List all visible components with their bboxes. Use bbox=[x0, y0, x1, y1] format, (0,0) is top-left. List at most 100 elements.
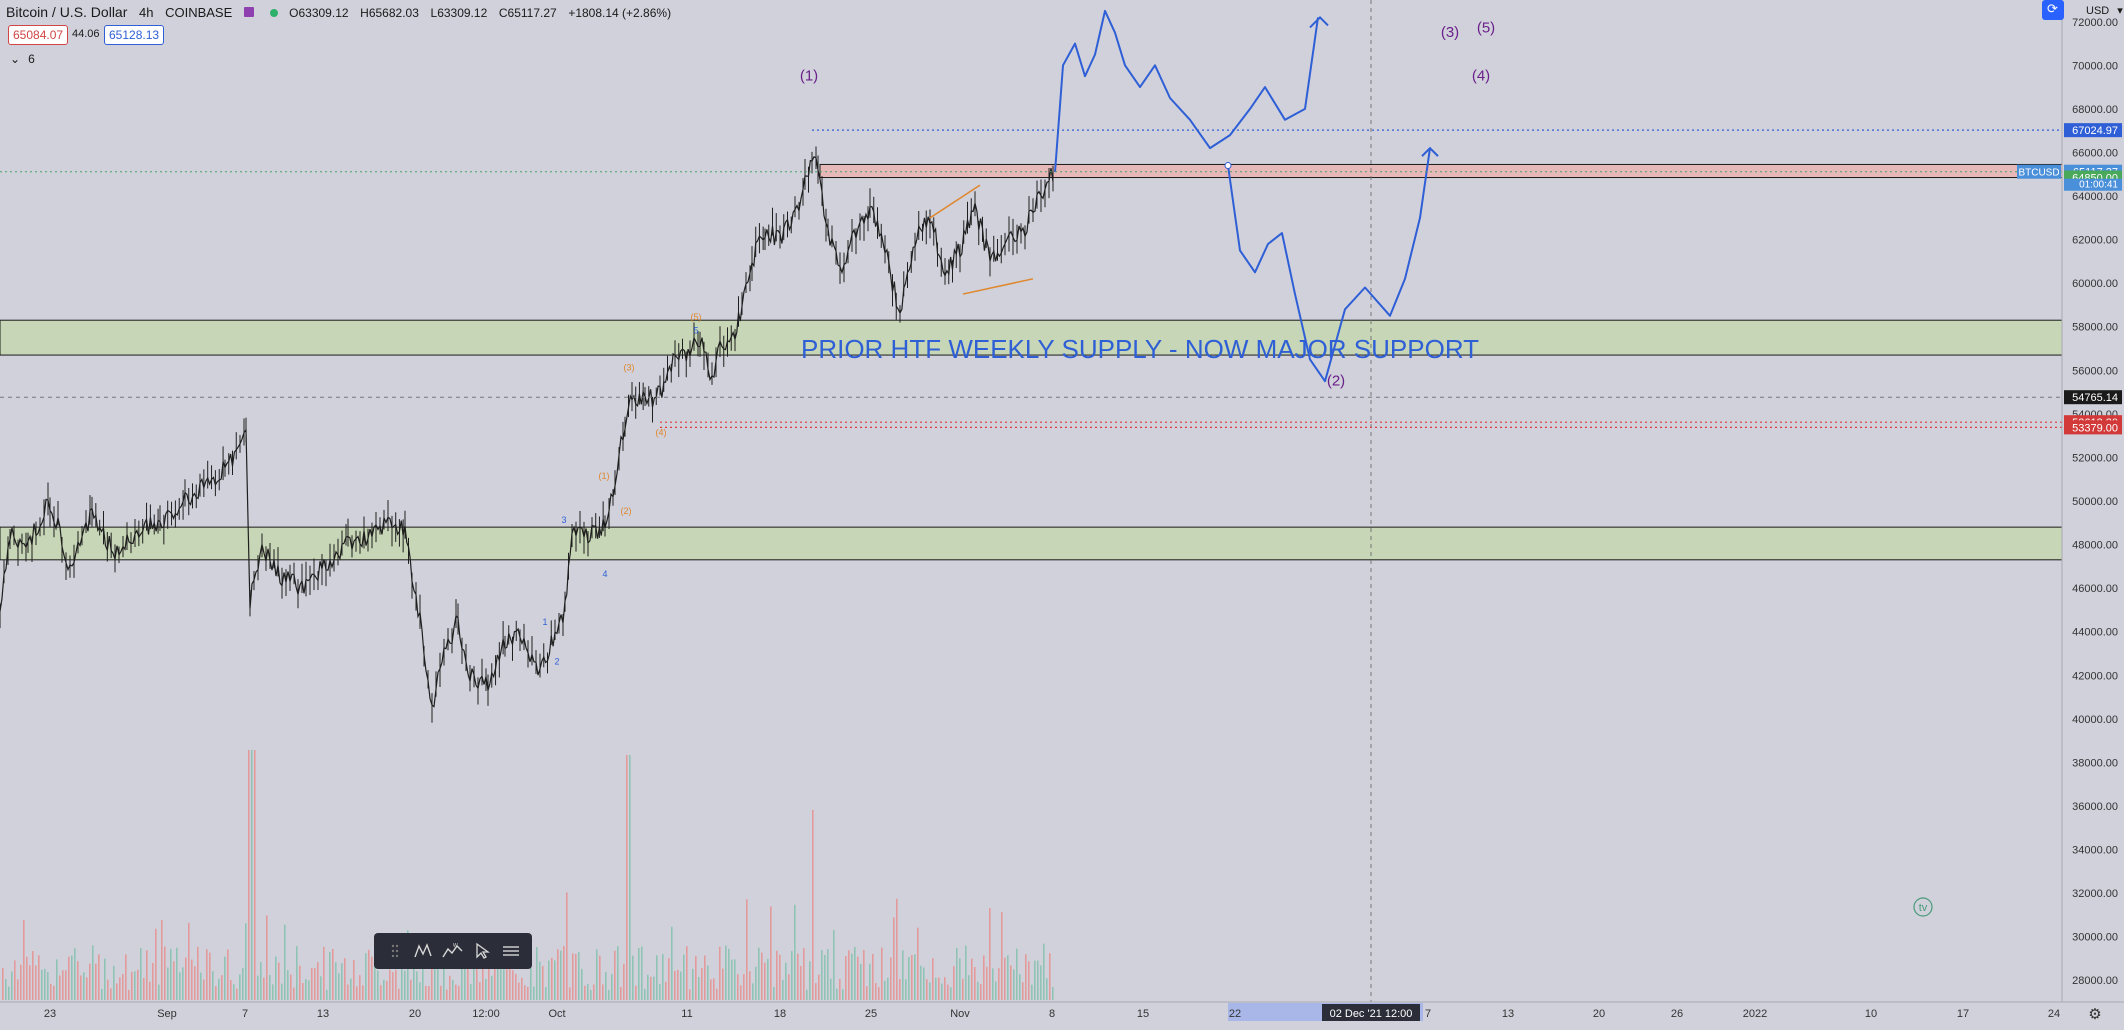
volume-bar bbox=[503, 956, 505, 1000]
price-tick-label: 40000.00 bbox=[2072, 714, 2118, 726]
volume-bar bbox=[89, 963, 91, 1000]
time-tick-label: 8 bbox=[1049, 1008, 1055, 1020]
volume-bar bbox=[440, 985, 442, 1000]
volume-bar bbox=[374, 954, 376, 1000]
volume-bar bbox=[341, 963, 343, 1000]
volume-bar bbox=[671, 926, 673, 1000]
interval-label[interactable]: 4h bbox=[139, 5, 154, 20]
gear-icon[interactable]: ⚙ bbox=[2088, 1006, 2101, 1023]
wave-label-orange: (1) bbox=[599, 471, 610, 481]
volume-bar bbox=[968, 975, 970, 1000]
drawing-toolbar: W bbox=[374, 933, 532, 969]
volume-bar bbox=[161, 920, 163, 1000]
volume-bar bbox=[200, 972, 202, 1000]
volume-bar bbox=[677, 969, 679, 1000]
volume-bar bbox=[812, 810, 814, 1000]
volume-bar bbox=[272, 984, 274, 1000]
volume-bar bbox=[932, 958, 934, 1000]
symbol-name[interactable]: Bitcoin / U.S. Dollar bbox=[6, 4, 128, 20]
volume-bar bbox=[245, 923, 247, 1000]
volume-bar bbox=[14, 960, 16, 1000]
volume-bar bbox=[1052, 987, 1054, 1000]
volume-bar bbox=[737, 974, 739, 1000]
volume-bar bbox=[521, 977, 523, 1000]
volume-bar bbox=[839, 978, 841, 1000]
exchange-label: COINBASE bbox=[165, 5, 233, 20]
volume-bar bbox=[335, 962, 337, 1000]
volume-bar bbox=[284, 924, 286, 1000]
volume-bar bbox=[593, 984, 595, 1000]
volume-bar bbox=[899, 979, 901, 1000]
volume-bar bbox=[998, 968, 1000, 1000]
time-axis[interactable]: 23 Sep 7 13 20 12:00 Oct 11 18 25 Nov 8 15 22 7 13 20 26 2… bbox=[0, 1001, 2124, 1030]
volume-bar bbox=[194, 966, 196, 1000]
wave-label-orange: (5) bbox=[691, 312, 702, 322]
volume-bar bbox=[494, 955, 496, 1000]
chevron-down-icon: ▾ bbox=[2117, 5, 2123, 17]
volume-bar bbox=[122, 973, 124, 1000]
arrow-head-up bbox=[1309, 16, 1329, 29]
volume-bar bbox=[59, 975, 61, 1000]
volume-bar bbox=[356, 986, 358, 1000]
volume-bar bbox=[29, 965, 31, 1000]
volume-bar bbox=[1037, 960, 1039, 1000]
price-tick-label: 70000.00 bbox=[2072, 60, 2118, 72]
volume-bar bbox=[596, 949, 598, 1000]
settings-icon[interactable] bbox=[497, 938, 525, 964]
volume-bar bbox=[152, 962, 154, 1000]
volume-bar bbox=[842, 989, 844, 1000]
time-tick-label: 18 bbox=[774, 1008, 786, 1020]
volume-bar bbox=[410, 979, 412, 1000]
price-tick-label: 42000.00 bbox=[2072, 670, 2118, 682]
grip-icon[interactable] bbox=[381, 938, 409, 964]
fullscreen-button[interactable]: ⟳ bbox=[2042, 0, 2064, 20]
volume-bar bbox=[620, 986, 622, 1000]
price-tick-label: 50000.00 bbox=[2072, 496, 2118, 508]
volume-bar bbox=[1028, 961, 1030, 1000]
volume-bar bbox=[992, 968, 994, 1000]
volume-bar bbox=[680, 971, 682, 1000]
volume-bar bbox=[884, 980, 886, 1000]
volume-bar bbox=[536, 947, 538, 1000]
volume-bar bbox=[590, 989, 592, 1000]
flag-icon[interactable] bbox=[243, 7, 254, 17]
volume-bar bbox=[296, 946, 298, 1000]
volume-bar bbox=[191, 959, 193, 1000]
volume-bar bbox=[728, 948, 730, 1000]
volume-bar bbox=[173, 961, 175, 1000]
price-tick-label: 30000.00 bbox=[2072, 932, 2118, 944]
volume-bar bbox=[20, 964, 22, 1000]
volume-bar bbox=[548, 960, 550, 1000]
wave-label-blue: 3 bbox=[561, 515, 566, 525]
volume-bar bbox=[617, 946, 619, 1000]
volume-bar bbox=[950, 987, 952, 1000]
price-levels bbox=[0, 0, 2062, 1002]
volume-bar bbox=[269, 974, 271, 1000]
volume-bar bbox=[818, 974, 820, 1000]
price-tick-label: 48000.00 bbox=[2072, 540, 2118, 552]
time-tick-label: 13 bbox=[1502, 1008, 1514, 1020]
indicators-toggle[interactable]: ⌄ 6 bbox=[10, 52, 43, 66]
cursor-icon[interactable] bbox=[468, 938, 496, 964]
wave-pattern-icon[interactable]: W bbox=[439, 938, 467, 964]
volume-bar bbox=[236, 988, 238, 1000]
volume-bar bbox=[866, 986, 868, 1000]
currency-selector[interactable]: USD ▾ bbox=[2086, 4, 2124, 17]
elliott-wave-icon[interactable] bbox=[410, 938, 438, 964]
volume-bar bbox=[725, 945, 727, 1000]
sell-price-button[interactable]: 65084.07 bbox=[8, 25, 69, 45]
time-tick-label: 22 bbox=[1229, 1008, 1241, 1020]
price-axis[interactable]: 72000.00 70000.00 68000.00 66000.00 64000.00… bbox=[2017, 0, 2124, 1030]
volume-bar bbox=[845, 956, 847, 1000]
volume-bar bbox=[605, 972, 607, 1000]
volume-bar bbox=[836, 988, 838, 1000]
volume-bar bbox=[719, 946, 721, 1000]
volume-bar bbox=[188, 922, 190, 1000]
buy-price-button[interactable]: 65128.13 bbox=[104, 25, 165, 45]
volume-bar bbox=[1001, 911, 1003, 1000]
ohlc-close: C65117.27 bbox=[498, 6, 557, 20]
volume-bar bbox=[113, 965, 115, 1000]
volume-bar bbox=[800, 965, 802, 1000]
volume-bar bbox=[635, 985, 637, 1000]
